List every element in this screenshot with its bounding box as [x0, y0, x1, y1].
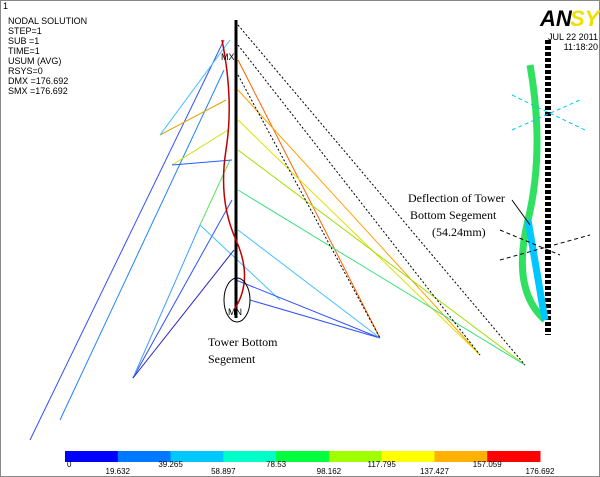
legend-label: 176.692 — [526, 467, 555, 476]
time: 11:18:20 — [564, 42, 598, 52]
tower-bottom-note: Tower Bottom — [208, 335, 278, 349]
legend-label: 58.897 — [211, 467, 236, 476]
legend-label: 117.795 — [368, 460, 397, 469]
header-line: STEP=1 — [8, 26, 42, 36]
legend-label: 0 — [67, 460, 72, 469]
deflection-note: Bottom Segement — [410, 208, 497, 222]
legend-label: 157.059 — [473, 460, 502, 469]
frame — [1, 1, 600, 477]
window-number: 1 — [3, 1, 8, 11]
header-line: NODAL SOLUTION — [8, 16, 87, 26]
deflection-note: Deflection of Tower — [408, 191, 505, 205]
page: {"window": {"number": "1"}, "header": {"… — [0, 0, 600, 477]
legend-label: 78.53 — [266, 460, 287, 469]
legend-label: 39.265 — [158, 460, 183, 469]
logo-right: SYS — [570, 6, 600, 31]
deflection-note: (54.24mm) — [432, 225, 486, 239]
legend-label: 137.427 — [420, 467, 449, 476]
min-marker: MN — [228, 307, 242, 317]
logo-left: AN — [539, 6, 573, 31]
legend-label: 98.162 — [317, 467, 342, 476]
header-line: USUM (AVG) — [8, 56, 61, 66]
viewport: 1 MX MN AN SYS JUL 22 2011 11:18:20 NODA… — [0, 0, 600, 477]
tower-bottom-note: Segement — [208, 352, 256, 366]
date: JUL 22 2011 — [548, 32, 598, 42]
header-line: TIME=1 — [8, 46, 40, 56]
max-marker: MX — [221, 52, 235, 62]
legend-swatch — [65, 451, 118, 462]
header-line: RSYS=0 — [8, 66, 43, 76]
header-line: DMX =176.692 — [8, 76, 68, 86]
legend-label: 19.632 — [106, 467, 131, 476]
header-line: SMX =176.692 — [8, 86, 68, 96]
header-line: SUB =1 — [8, 36, 39, 46]
